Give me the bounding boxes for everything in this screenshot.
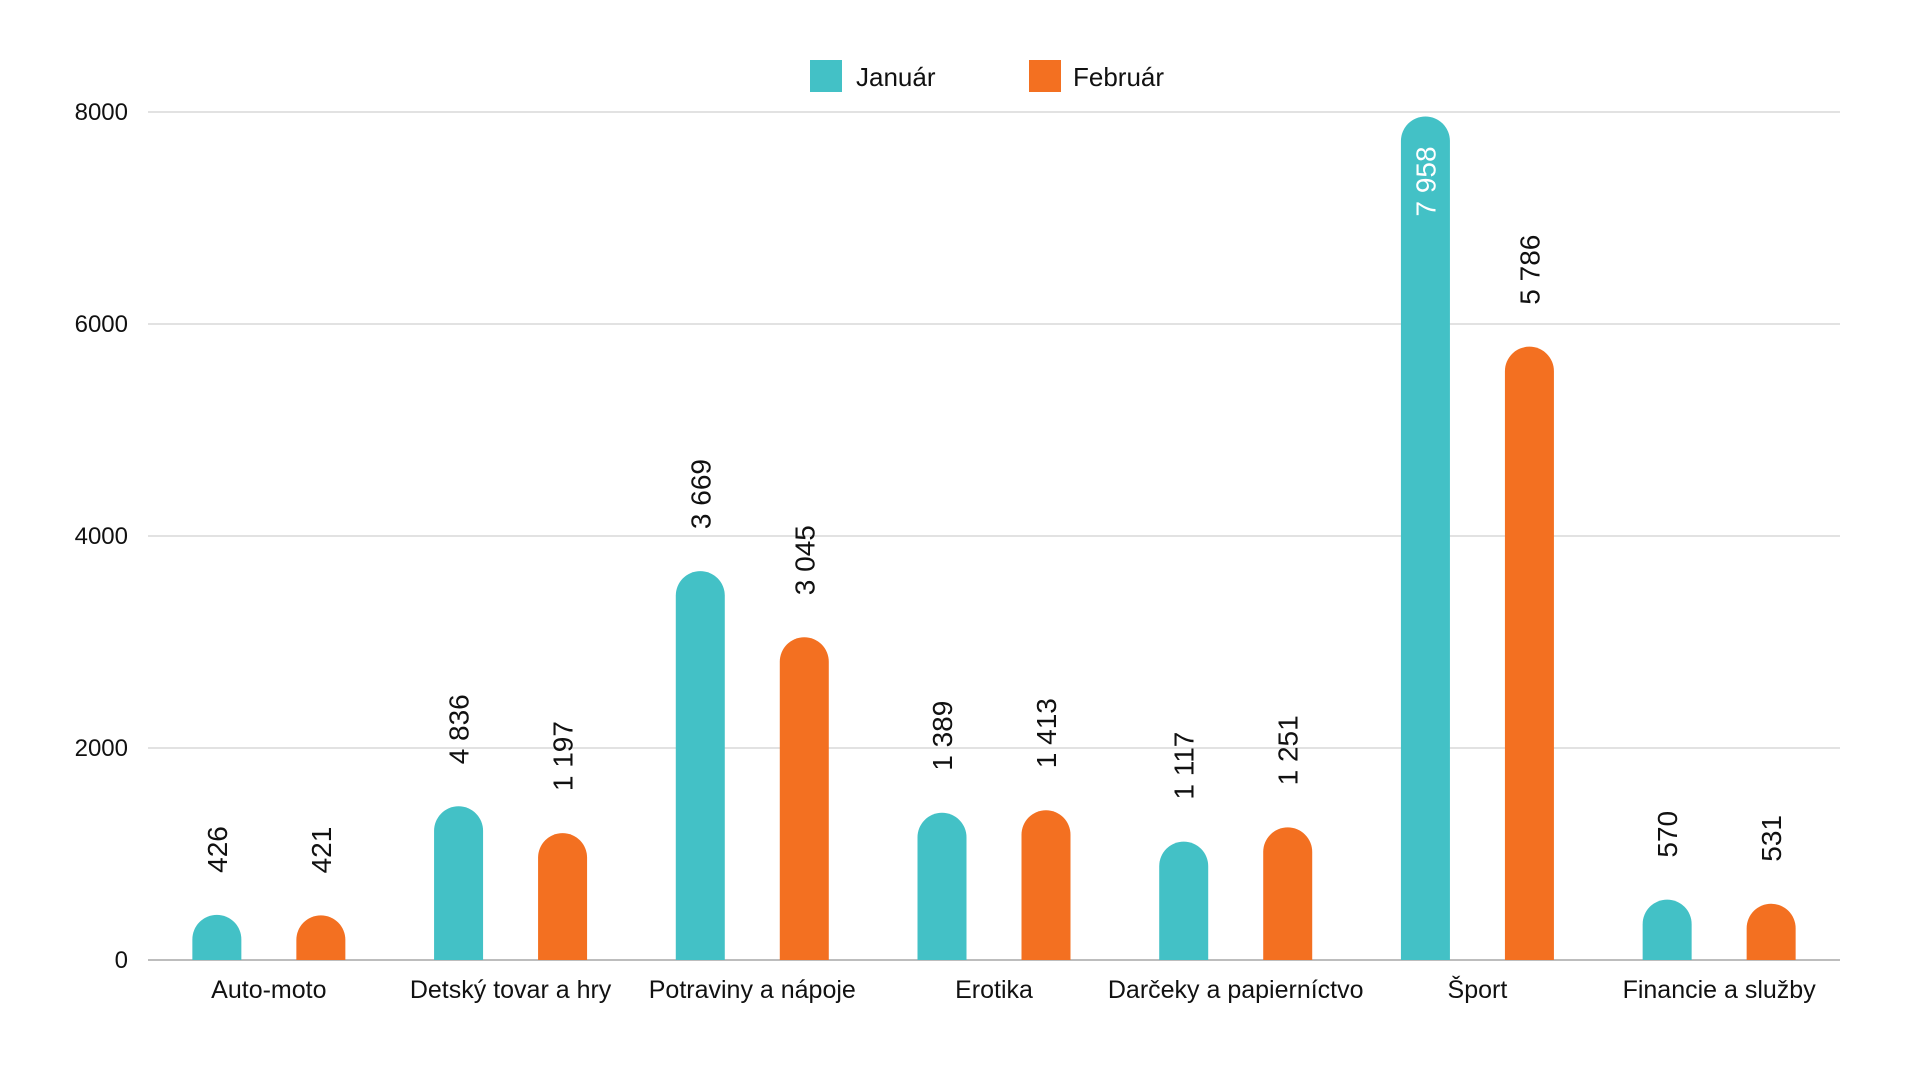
bar-februar-0 [296, 915, 346, 960]
y-tick-label: 6000 [75, 311, 128, 338]
bar-februar-4 [1263, 827, 1313, 960]
bar-januar-1 [434, 806, 484, 960]
bar-januar-6 [1642, 899, 1692, 960]
bar-januar-2 [675, 571, 725, 960]
category-label-5: Šport [1448, 975, 1508, 1004]
category-label-6: Financie a služby [1623, 976, 1817, 1004]
bar-februar-5 [1504, 346, 1554, 961]
bar-februar-2 [779, 637, 829, 960]
bar-februar-6 [1746, 903, 1796, 960]
legend: Január Február [810, 60, 1164, 92]
legend-swatch-januar [810, 60, 842, 92]
data-label-januar-5: 7 958 [1410, 146, 1441, 216]
y-tick-label: 0 [115, 947, 128, 974]
data-label-januar-2: 3 669 [685, 459, 716, 529]
y-tick-label: 4000 [75, 523, 128, 550]
data-label-januar-3: 1 389 [927, 701, 958, 771]
bar-januar-0 [192, 914, 242, 960]
bar-februar-1 [538, 833, 588, 960]
category-label-4: Darčeky a papierníctvo [1108, 976, 1364, 1004]
data-label-februar-1: 1 197 [548, 721, 579, 791]
bar-januar-4 [1159, 841, 1209, 960]
legend-swatch-februar [1029, 60, 1061, 92]
category-label-1: Detský tovar a hry [410, 976, 612, 1004]
data-label-februar-5: 5 786 [1514, 235, 1545, 305]
category-label-0: Auto-moto [211, 976, 326, 1004]
category-label-3: Erotika [955, 976, 1033, 1004]
bars-layer [192, 116, 1796, 961]
y-tick-label: 2000 [75, 735, 128, 762]
data-label-februar-0: 421 [306, 827, 337, 874]
data-label-januar-1: 4 836 [444, 694, 475, 764]
legend-label-januar: Január [856, 62, 936, 92]
data-label-januar-6: 570 [1652, 811, 1683, 858]
bar-januar-5 [1400, 116, 1450, 961]
data-label-februar-4: 1 251 [1273, 715, 1304, 785]
y-tick-label: 8000 [75, 99, 128, 126]
data-label-februar-3: 1 413 [1031, 698, 1062, 768]
legend-label-februar: Február [1073, 62, 1164, 92]
data-label-januar-4: 1 117 [1169, 732, 1200, 800]
grid-layer: 0 2000 4000 6000 8000 [75, 99, 1840, 974]
data-label-februar-6: 531 [1756, 815, 1787, 862]
bar-januar-3 [917, 812, 967, 960]
data-label-januar-0: 426 [202, 826, 233, 873]
labels-layer: 426 421 Auto-moto 4 836 1 197 Detský tovar a … [202, 146, 1816, 1004]
category-label-2: Potraviny a nápoje [649, 976, 856, 1004]
data-label-februar-2: 3 045 [789, 525, 820, 595]
bar-februar-3 [1021, 810, 1071, 960]
